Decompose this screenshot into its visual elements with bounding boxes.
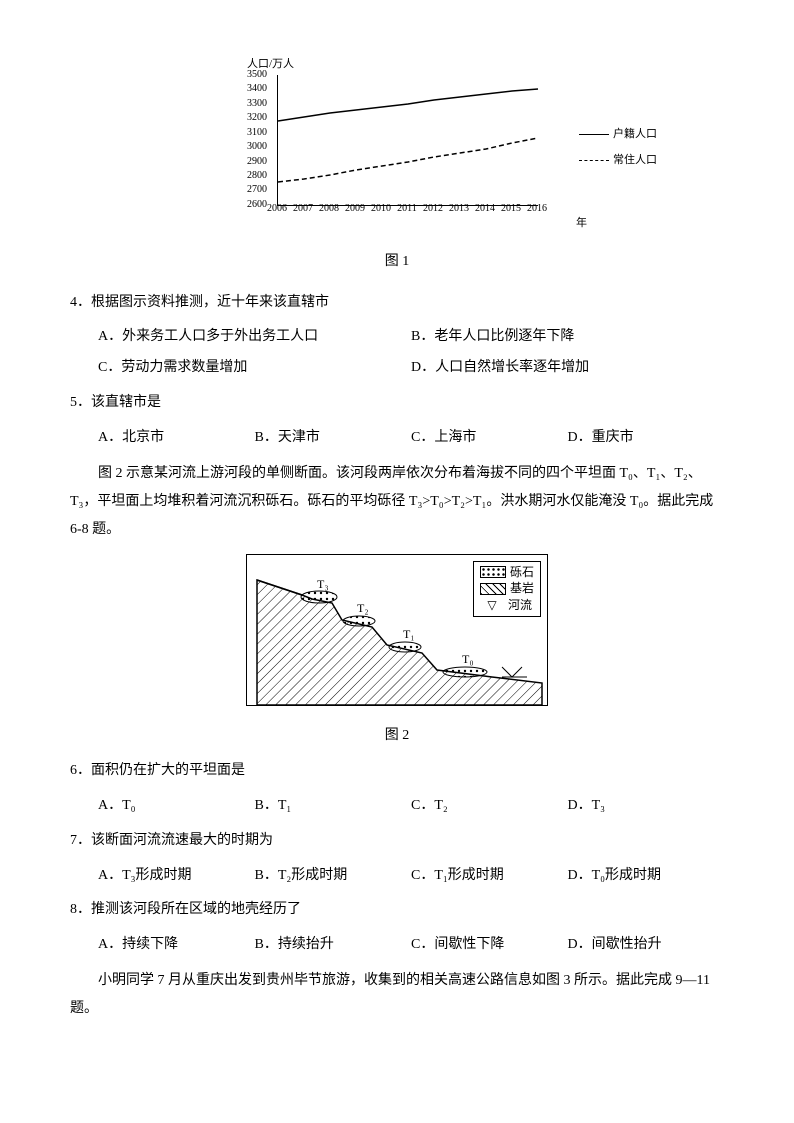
q7-opt-c: C．T₁形成时期 xyxy=(411,861,568,892)
q8-opt-c: C．间歇性下降 xyxy=(411,930,568,961)
question-5: 5．该直辖市是 xyxy=(70,388,724,419)
q8-stem: 8．推测该河段所在区域的地壳经历了 xyxy=(70,902,301,917)
q5-stem: 5．该直辖市是 xyxy=(70,395,161,410)
q8-options: A．持续下降 B．持续抬升 C．间歇性下降 D．间歇性抬升 xyxy=(70,930,724,961)
xtick: 2013 xyxy=(449,198,469,220)
q5-options: A．北京市 B．天津市 C．上海市 D．重庆市 xyxy=(70,423,724,454)
chart1-caption: 图 1 xyxy=(227,247,567,278)
chart2-container: 砾石 基岩 ▽河流 xyxy=(70,554,724,753)
xtick: 2010 xyxy=(371,198,391,220)
passage-2: 图 2 示意某河流上游河段的单侧断面。该河段两岸依次分布着海拔不同的四个平坦面 … xyxy=(70,460,724,544)
q7-opt-a: A．T₃形成时期 xyxy=(98,861,255,892)
legend-river: 河流 xyxy=(508,597,532,614)
question-8: 8．推测该河段所在区域的地壳经历了 xyxy=(70,895,724,926)
river-icon: ▽ xyxy=(480,597,504,614)
chart2-legend: 砾石 基岩 ▽河流 xyxy=(473,561,541,617)
question-6: 6．面积仍在扩大的平坦面是 xyxy=(70,756,724,787)
ytick: 3500 xyxy=(247,64,267,86)
series-huji xyxy=(278,89,538,121)
chart1-legend: 户籍人口 常住人口 xyxy=(579,120,657,174)
legend-label: 常住人口 xyxy=(613,148,657,172)
legend-dash-line-icon xyxy=(579,160,609,161)
q7-opt-b: B．T₂形成时期 xyxy=(255,861,412,892)
q7-stem: 7．该断面河流流速最大的时期为 xyxy=(70,833,273,848)
q8-opt-d: D．间歇性抬升 xyxy=(568,930,725,961)
chart1-container: 人口/万人 2600 2700 2800 2900 3000 3100 3200… xyxy=(70,70,724,278)
q4-options: A．外来务工人口多于外出务工人口 B．老年人口比例逐年下降 C．劳动力需求数量增… xyxy=(70,322,724,384)
q4-opt-d: D．人口自然增长率逐年增加 xyxy=(411,353,724,384)
q6-opt-c: C．T₂ xyxy=(411,791,568,822)
legend-solid-line-icon xyxy=(579,134,609,135)
question-4: 4．根据图示资料推测，近十年来该直辖市 xyxy=(70,288,724,319)
q6-opt-a: A．T₀ xyxy=(98,791,255,822)
chart-plot-area xyxy=(277,75,538,206)
svg-text:T₃: T₃ xyxy=(317,577,329,591)
q7-opt-d: D．T₀形成时期 xyxy=(568,861,725,892)
svg-text:T₁: T₁ xyxy=(403,627,415,641)
population-chart: 人口/万人 2600 2700 2800 2900 3000 3100 3200… xyxy=(227,70,567,230)
svg-text:T₂: T₂ xyxy=(357,601,369,615)
xtick: 2016 xyxy=(527,198,547,220)
q4-opt-a: A．外来务工人口多于外出务工人口 xyxy=(98,322,411,353)
xtick: 2015 xyxy=(501,198,521,220)
q4-stem: 4．根据图示资料推测，近十年来该直辖市 xyxy=(70,295,329,310)
q6-options: A．T₀ B．T₁ C．T₂ D．T₃ xyxy=(70,791,724,822)
xtick: 2006 xyxy=(267,198,287,220)
passage-3: 小明同学 7 月从重庆出发到贵州毕节旅游，收集到的相关高速公路信息如图 3 所示… xyxy=(70,967,724,1023)
q5-opt-c: C．上海市 xyxy=(411,423,568,454)
xtick: 2012 xyxy=(423,198,443,220)
q4-opt-b: B．老年人口比例逐年下降 xyxy=(411,322,724,353)
q8-opt-b: B．持续抬升 xyxy=(255,930,412,961)
q8-opt-a: A．持续下降 xyxy=(98,930,255,961)
xtick: 2007 xyxy=(293,198,313,220)
legend-bedrock: 基岩 xyxy=(510,580,534,597)
q4-opt-c: C．劳动力需求数量增加 xyxy=(98,353,411,384)
q6-opt-d: D．T₃ xyxy=(568,791,725,822)
q5-opt-b: B．天津市 xyxy=(255,423,412,454)
xtick: 2011 xyxy=(397,198,417,220)
chart2-caption: 图 2 xyxy=(70,721,724,752)
xtick: 2009 xyxy=(345,198,365,220)
question-7: 7．该断面河流流速最大的时期为 xyxy=(70,826,724,857)
gravel-icon xyxy=(480,566,506,578)
svg-text:T₀: T₀ xyxy=(462,652,474,666)
q6-opt-b: B．T₁ xyxy=(255,791,412,822)
bedrock-icon xyxy=(480,583,506,595)
legend-gravel: 砾石 xyxy=(510,564,534,581)
x-axis-label: 年 xyxy=(576,211,587,235)
q5-opt-d: D．重庆市 xyxy=(568,423,725,454)
terrace-diagram: 砾石 基岩 ▽河流 xyxy=(246,554,548,706)
q7-options: A．T₃形成时期 B．T₂形成时期 C．T₁形成时期 D．T₀形成时期 xyxy=(70,861,724,892)
xtick: 2014 xyxy=(475,198,495,220)
q6-stem: 6．面积仍在扩大的平坦面是 xyxy=(70,763,245,778)
legend-label: 户籍人口 xyxy=(613,122,657,146)
xtick: 2008 xyxy=(319,198,339,220)
q5-opt-a: A．北京市 xyxy=(98,423,255,454)
series-changzhu xyxy=(278,138,538,182)
